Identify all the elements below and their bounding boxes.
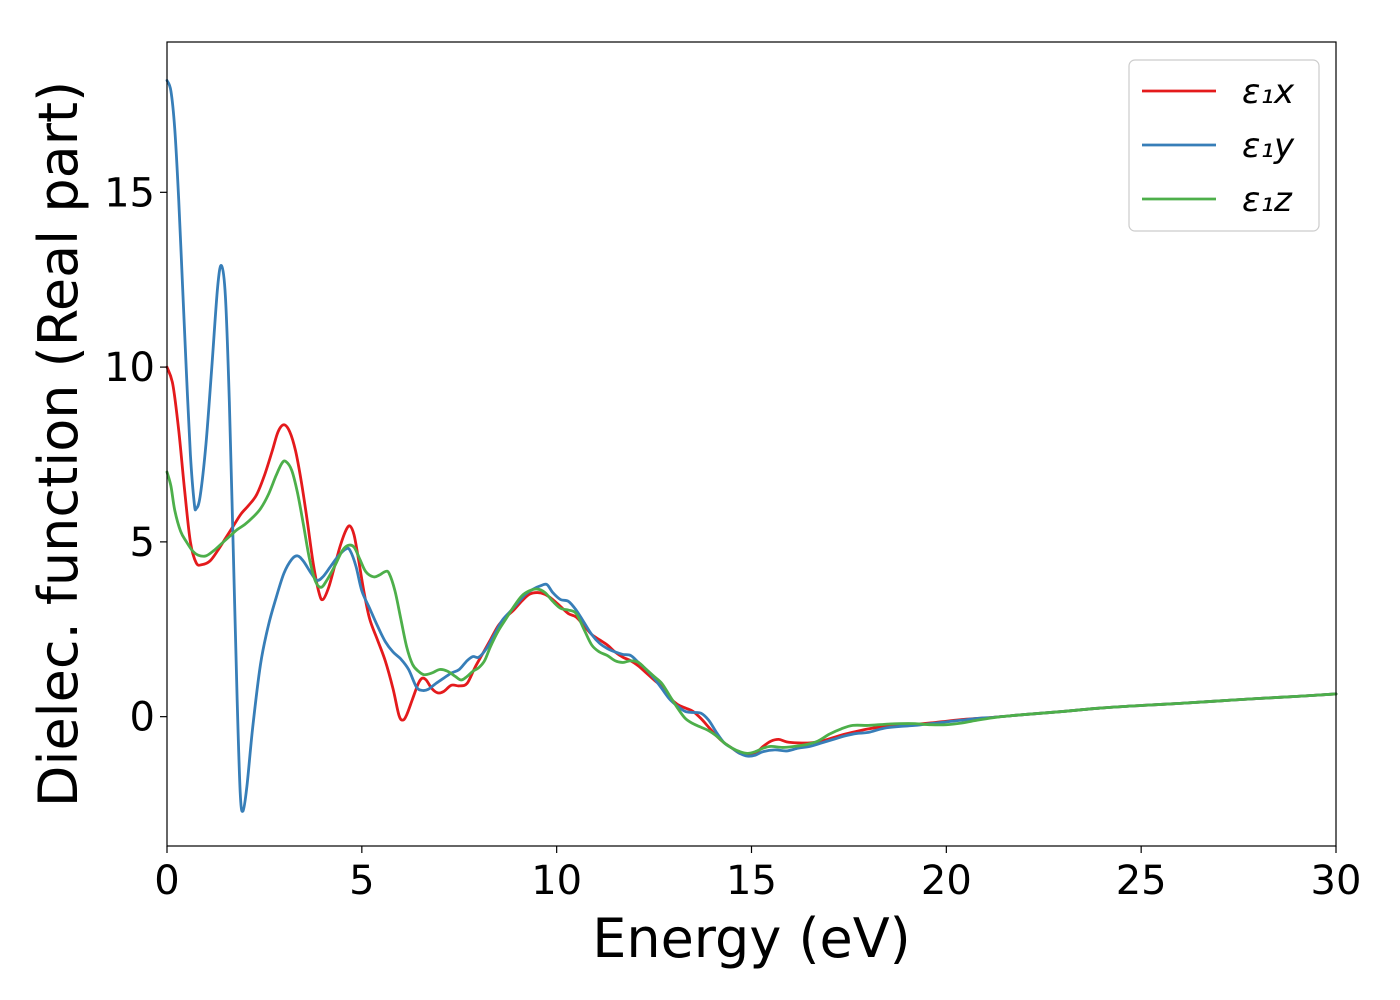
y-tick-label: 10 xyxy=(104,345,155,391)
y-axis-title: Dielec. function (Real part) xyxy=(27,81,90,807)
x-tick-label: 15 xyxy=(726,858,777,904)
y-axis: 0 5 10 15 xyxy=(104,170,167,741)
legend-frame xyxy=(1128,59,1320,232)
series-line-1 xyxy=(165,365,1338,757)
series-layer xyxy=(165,79,1338,813)
y-tick-label: 15 xyxy=(104,170,155,216)
x-tick-label: 30 xyxy=(1311,858,1362,904)
series-line-3 xyxy=(165,459,1338,755)
x-tick-label: 5 xyxy=(349,858,374,904)
x-tick-label: 25 xyxy=(1116,858,1167,904)
legend: ε₁x ε₁y ε₁z xyxy=(1128,59,1320,232)
y-tick-label: 5 xyxy=(130,520,155,566)
legend-label-3: ε₁z xyxy=(1242,180,1293,220)
legend-label-2: ε₁y xyxy=(1242,126,1295,166)
x-tick-label: 20 xyxy=(921,858,972,904)
y-tick-label: 0 xyxy=(130,695,155,741)
legend-label-1: ε₁x xyxy=(1242,72,1295,112)
x-axis-title: Energy (eV) xyxy=(592,907,911,970)
x-tick-label: 0 xyxy=(154,858,179,904)
x-axis: 0 5 10 15 20 25 30 xyxy=(154,846,1361,904)
x-tick-label: 10 xyxy=(531,858,582,904)
